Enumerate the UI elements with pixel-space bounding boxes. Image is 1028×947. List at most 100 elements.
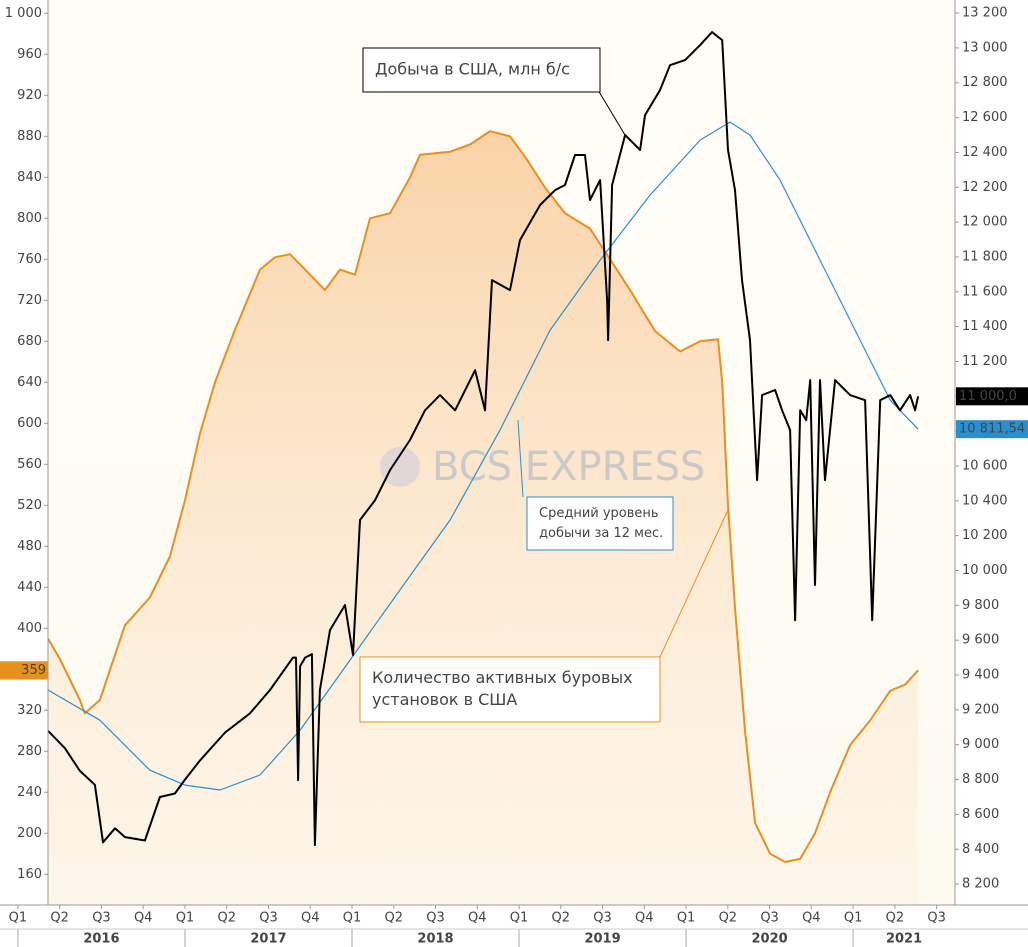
- y2-tick-label: 12 200: [962, 180, 1008, 195]
- y2-tick-label: 11 400: [962, 319, 1008, 334]
- annotation-text: добычи за 12 мес.: [539, 526, 663, 541]
- x-tick-label: Q1: [677, 911, 696, 926]
- y-tick-label: 640: [17, 375, 42, 390]
- y2-tick-label: 9 200: [962, 702, 999, 717]
- x-tick-label: Q2: [552, 911, 571, 926]
- y2-tick-label: 10 400: [962, 493, 1008, 508]
- x-tick-label: Q4: [468, 911, 487, 926]
- x-tick-label: Q4: [301, 911, 320, 926]
- y2-tick-label: 13 200: [962, 6, 1008, 21]
- y2-tick-label: 8 200: [962, 877, 999, 892]
- y2-tick-label: 11 800: [962, 249, 1008, 264]
- y-tick-label: 760: [17, 252, 42, 267]
- x-tick-label: Q2: [50, 911, 69, 926]
- y-tick-label: 160: [17, 867, 42, 882]
- series-line: [47, 121, 919, 791]
- y2-tick-label: 9 400: [962, 668, 999, 683]
- x-tick-label: Q3: [760, 911, 779, 926]
- y2-tick-label: 13 000: [962, 40, 1008, 55]
- y-tick-label: 320: [17, 703, 42, 718]
- x-tick-label: Q4: [134, 911, 153, 926]
- annotation-pointer: [659, 509, 729, 658]
- series-line: [47, 130, 919, 863]
- x-tick-label: Q4: [635, 911, 654, 926]
- y-tick-label: 600: [17, 416, 42, 431]
- watermark-text: BCS EXPRESS: [432, 444, 705, 490]
- y-tick-label: 200: [17, 826, 42, 841]
- y-tick-label: 1 000: [5, 6, 42, 21]
- annotation-text: Средний уровень: [539, 506, 659, 521]
- y2-tick-label: 8 800: [962, 772, 999, 787]
- y-tick-label: 440: [17, 580, 42, 595]
- y2-tick-label: 10 600: [962, 459, 1008, 474]
- y2-tick-label: 11 200: [962, 354, 1008, 369]
- y-tick-label: 680: [17, 334, 42, 349]
- y-tick-label: 880: [17, 129, 42, 144]
- annotation-box: [359, 656, 661, 723]
- end-label-box: [956, 387, 1028, 406]
- x-tick-label: Q1: [9, 911, 28, 926]
- y-tick-label: 280: [17, 744, 42, 759]
- y-tick-label: 720: [17, 293, 42, 308]
- y-tick-label: 800: [17, 211, 42, 226]
- year-label: 2018: [417, 932, 453, 947]
- x-tick-label: Q2: [217, 911, 236, 926]
- year-label: 2019: [584, 932, 620, 947]
- y-tick-label: 920: [17, 88, 42, 103]
- y2-tick-label: 10 200: [962, 528, 1008, 543]
- y2-tick-label: 9 800: [962, 598, 999, 613]
- end-label-box: [0, 661, 48, 680]
- y2-tick-label: 10 000: [962, 563, 1008, 578]
- end-label: 11 000,0: [959, 389, 1017, 404]
- y-tick-label: 960: [17, 47, 42, 62]
- end-label: 359: [21, 663, 46, 678]
- end-label-box: [956, 420, 1028, 439]
- year-label: 2017: [250, 932, 286, 947]
- x-tick-label: Q3: [593, 911, 612, 926]
- y-tick-label: 400: [17, 621, 42, 636]
- y2-tick-label: 9 000: [962, 737, 999, 752]
- x-tick-label: Q2: [385, 911, 404, 926]
- watermark: BCS EXPRESS: [380, 444, 705, 490]
- x-tick-label: Q3: [426, 911, 445, 926]
- x-tick-label: Q1: [510, 911, 529, 926]
- year-label: 2021: [886, 932, 922, 947]
- annotation-text: Добыча в США, млн б/с: [375, 60, 570, 79]
- year-label: 2016: [83, 932, 119, 947]
- annotation-text: установок в США: [372, 690, 517, 709]
- y-tick-label: 560: [17, 457, 42, 472]
- annotation-text: Количество активных буровых: [372, 668, 633, 687]
- y-tick-label: 480: [17, 539, 42, 554]
- annotation-box: [526, 496, 674, 551]
- y2-tick-label: 12 600: [962, 110, 1008, 125]
- x-tick-label: Q3: [92, 911, 111, 926]
- y2-tick-label: 12 000: [962, 215, 1008, 230]
- y2-tick-label: 12 800: [962, 75, 1008, 90]
- area-fill: [48, 131, 919, 905]
- annotation-pointer: [517, 419, 524, 498]
- annotation-box: [362, 47, 601, 93]
- y2-tick-label: 8 600: [962, 807, 999, 822]
- y-tick-label: 240: [17, 785, 42, 800]
- y2-tick-label: 8 400: [962, 842, 999, 857]
- year-label: 2020: [751, 932, 787, 947]
- y-tick-label: 840: [17, 170, 42, 185]
- x-axis-band: [0, 905, 1028, 947]
- x-tick-label: Q2: [719, 911, 738, 926]
- x-tick-label: Q3: [259, 911, 278, 926]
- x-tick-label: Q4: [802, 911, 821, 926]
- x-tick-label: Q1: [844, 911, 863, 926]
- series-line: [47, 31, 920, 847]
- x-tick-label: Q1: [176, 911, 195, 926]
- end-label: 10 811,54: [959, 422, 1025, 437]
- y2-tick-label: 11 600: [962, 284, 1008, 299]
- watermark-logo: [380, 447, 420, 487]
- annotation-pointer: [597, 89, 626, 136]
- y2-tick-label: 12 400: [962, 145, 1008, 160]
- x-tick-label: Q1: [343, 911, 362, 926]
- x-tick-label: Q2: [886, 911, 905, 926]
- x-tick-label: Q3: [927, 911, 946, 926]
- y2-tick-label: 9 600: [962, 633, 999, 648]
- y-tick-label: 520: [17, 498, 42, 513]
